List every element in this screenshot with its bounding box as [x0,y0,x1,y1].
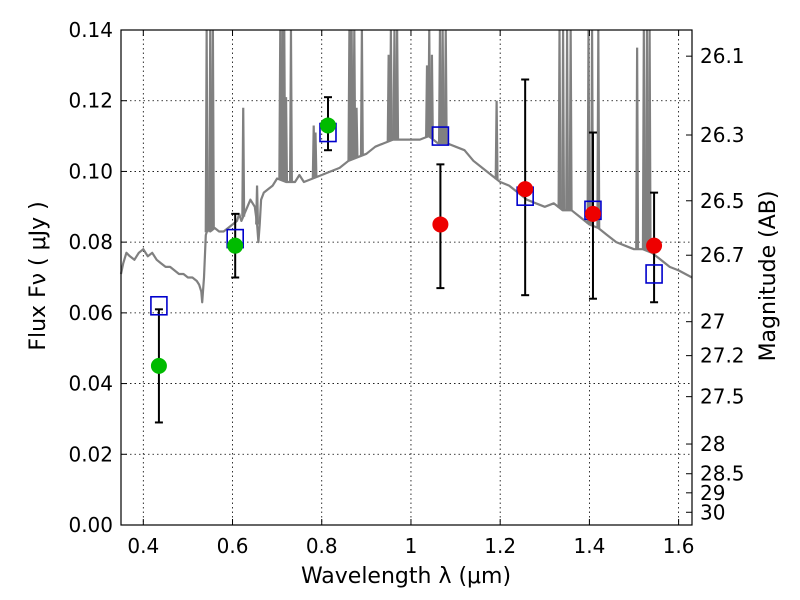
x-tick-label: 1.6 [663,534,695,558]
spectrum-emission-line [427,29,432,137]
right-tick-label: 26.7 [700,243,745,267]
spectrum-emission-line [647,29,652,252]
spectrum-emission-line [392,29,397,140]
right-tick-label: 26.1 [700,44,745,68]
spectrum-emission-line [568,29,573,211]
y-tick-label: 0.04 [68,372,113,396]
spectrum-emission-line [635,47,640,250]
y-tick-label: 0.06 [68,301,113,325]
right-tick-label: 26.3 [700,123,745,147]
model-square-point [431,126,450,146]
x-tick-label: 1 [405,534,418,558]
plot-frame [120,29,693,526]
observed-point [432,216,449,233]
spectrum-emission-line [586,29,591,224]
spectrum-emission-line [208,29,213,232]
spectrum-emission-line [359,29,364,156]
spectrum-emission-line [255,185,260,225]
y-tick-label: 0.12 [68,89,113,113]
x-axis-label: Wavelength λ (μm) [301,564,511,589]
model-spectrum [119,29,693,304]
spectrum-emission-line [494,100,499,180]
observed-point [150,357,167,374]
spectrum-emission-line [596,29,601,229]
right-tick-label: 26.5 [700,189,745,213]
right-tick-label: 27.5 [700,385,745,409]
y-tick-label: 0.00 [68,513,113,537]
observed-point [517,181,534,198]
spectrum-emission-line [241,107,246,217]
observed-point [319,117,336,134]
right-tick-label: 27 [700,310,725,334]
model-square-point [150,295,168,316]
spectrum-emission-line [349,29,354,160]
spectrum-emission-line [641,29,646,250]
y-tick-label: 0.14 [68,18,113,42]
x-tick-label: 0.4 [127,534,159,558]
y-axis-ticks: 0.00 0.02 0.04 0.06 0.08 0.10 0.12 0.14 [68,18,127,537]
right-tick-label: 30 [700,500,725,524]
spectrum-emission-line [443,29,448,144]
spectrum-emission-line [644,29,649,251]
spectrum-emission-line [284,97,289,183]
spectrum-emission-line [565,29,570,211]
y-axis-label: Flux Fν ( μJy ) [26,201,51,350]
spectrum-emission-line [313,132,318,178]
right-tick-label: 29 [700,481,725,505]
spectrum-emission-line [557,29,562,208]
spectrum-emission-line [440,29,445,144]
y-tick-label: 0.02 [68,442,113,466]
x-tick-label: 0.8 [306,534,338,558]
spectrum-emission-line [395,29,400,140]
x-tick-label: 0.6 [217,534,249,558]
spectrum-emission-line [204,29,209,233]
x-tick-label: 1.2 [484,534,516,558]
right-axis-label: Magnitude (AB) [756,191,781,362]
spectrum-emission-line [561,29,566,211]
spectrum-emission-line [437,29,442,144]
spectrum-emission-line [354,107,359,158]
observed-point [646,237,663,254]
y-tick-label: 0.08 [68,230,113,254]
spectrum-emission-line [429,54,434,139]
x-axis-ticks: 0.4 0.6 0.8 1 1.2 1.4 1.6 [127,30,695,558]
data-markers [150,117,663,374]
right-tick-label: 27.2 [700,344,745,368]
model-square-point [645,264,663,284]
spectrum-emission-line [210,29,215,230]
right-tick-label: 28.5 [700,462,745,486]
y-tick-label: 0.10 [68,159,113,183]
x-tick-label: 1.4 [573,534,605,558]
observed-point [584,205,601,222]
observed-point [227,237,244,254]
spectrum-emission-line [288,29,293,183]
error-bars [154,78,659,424]
spectrum-emission-line [388,29,393,141]
right-tick-label: 28 [700,432,725,456]
